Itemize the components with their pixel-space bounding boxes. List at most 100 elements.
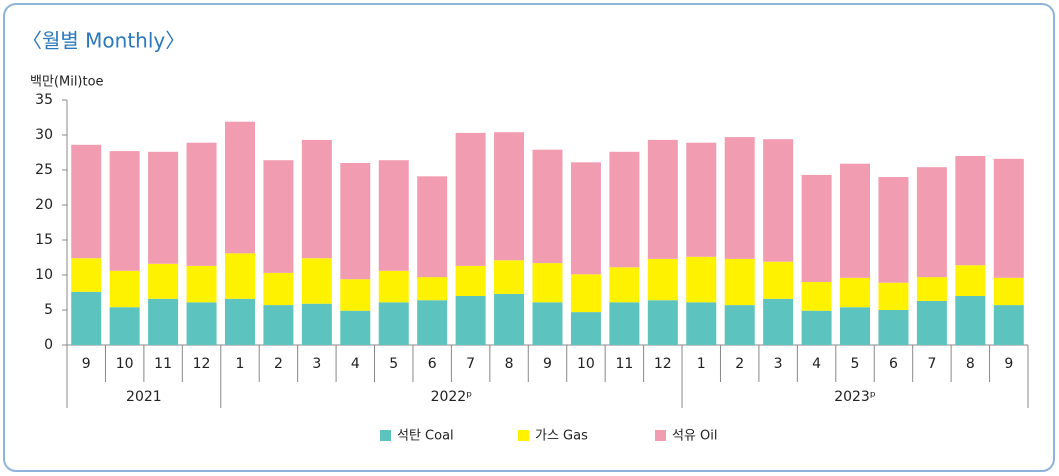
bar-segment <box>455 132 486 266</box>
bar-segment <box>955 296 986 345</box>
x-tick-label: 12 <box>654 356 672 372</box>
bar-segment <box>878 282 909 310</box>
bar-segment <box>532 149 563 264</box>
bar-segment <box>570 274 601 313</box>
bar-segment <box>301 303 332 345</box>
x-tick-label: 2 <box>735 356 744 372</box>
bar-segment <box>378 270 409 303</box>
bar-segment <box>916 300 947 345</box>
y-tick-label: 10 <box>35 267 53 283</box>
bar-segment <box>916 167 947 278</box>
bar-segment <box>109 307 140 345</box>
bar-segment <box>455 296 486 345</box>
bar-segment <box>148 263 179 299</box>
bar-segment <box>724 137 755 259</box>
bar-segment <box>993 158 1024 278</box>
bar-segment <box>647 139 678 259</box>
x-tick-label: 1 <box>236 356 245 372</box>
bar-segment <box>71 291 102 345</box>
bar-segment <box>532 302 563 345</box>
bar-segment <box>801 282 832 311</box>
bar-segment <box>417 300 448 345</box>
bar-segment <box>763 298 794 345</box>
bar-segment <box>378 302 409 345</box>
bar-segment <box>186 302 217 345</box>
bar-segment <box>71 144 102 259</box>
bar-segment <box>993 305 1024 345</box>
bar-segment <box>955 265 986 296</box>
bar-segment <box>955 156 986 266</box>
bar-segment <box>801 310 832 345</box>
x-tick-label: 3 <box>312 356 321 372</box>
bar-segment <box>647 300 678 345</box>
x-tick-label: 8 <box>505 356 514 372</box>
x-tick-label: 8 <box>966 356 975 372</box>
bar-segment <box>71 258 102 292</box>
x-tick-label: 2 <box>274 356 283 372</box>
bar-segment <box>378 160 409 271</box>
bar-segment <box>763 261 794 299</box>
bar-segment <box>840 307 871 345</box>
bar-segment <box>148 151 179 264</box>
legend-swatch <box>655 430 666 441</box>
bar-segment <box>494 132 525 261</box>
x-tick-label: 9 <box>543 356 552 372</box>
bar-segment <box>301 258 332 304</box>
x-tick-label: 4 <box>351 356 360 372</box>
x-group-label: 2023ᵖ <box>834 389 876 405</box>
legend-label: 가스 Gas <box>535 429 588 444</box>
bar-segment <box>109 270 140 308</box>
bar-segment <box>494 260 525 294</box>
bar-segment <box>224 298 255 345</box>
y-tick-label: 30 <box>35 127 53 143</box>
bar-segment <box>840 277 871 308</box>
bar-segment <box>455 265 486 296</box>
x-tick-label: 6 <box>889 356 898 372</box>
x-tick-label: 9 <box>1004 356 1013 372</box>
bar-segment <box>840 163 871 278</box>
bar-segment <box>417 277 448 301</box>
legend-label: 석탄 Coal <box>397 429 454 444</box>
bar-segment <box>340 310 371 345</box>
bar-segment <box>647 258 678 301</box>
x-tick-label: 7 <box>927 356 936 372</box>
frame <box>3 3 1055 472</box>
x-tick-label: 5 <box>851 356 860 372</box>
x-tick-label: 3 <box>774 356 783 372</box>
x-tick-label: 6 <box>428 356 437 372</box>
bar-segment <box>570 312 601 345</box>
y-tick-label: 20 <box>35 197 53 213</box>
bar-segment <box>609 267 640 303</box>
bar-segment <box>609 151 640 268</box>
bar-segment <box>186 265 217 303</box>
bar-segment <box>263 305 294 345</box>
bar-segment <box>532 263 563 303</box>
chart-title: 〈월별 Monthly〉 <box>22 29 185 53</box>
x-tick-label: 1 <box>697 356 706 372</box>
x-tick-label: 11 <box>615 356 633 372</box>
x-tick-label: 11 <box>154 356 172 372</box>
bar-segment <box>609 302 640 345</box>
x-tick-label: 10 <box>577 356 595 372</box>
bar-segment <box>878 310 909 345</box>
bar-segment <box>340 163 371 280</box>
bar-segment <box>148 298 179 345</box>
bar-segment <box>686 142 717 257</box>
bar-segment <box>570 162 601 275</box>
bar-segment <box>763 139 794 262</box>
x-tick-label: 4 <box>812 356 821 372</box>
x-tick-label: 12 <box>193 356 211 372</box>
bar-segment <box>494 293 525 345</box>
x-group-label: 2021 <box>126 389 162 405</box>
bar-segment <box>301 139 332 259</box>
bar-segment <box>340 279 371 311</box>
legend-label: 석유 Oil <box>672 429 718 444</box>
legend-swatch <box>518 430 529 441</box>
bar-segment <box>224 253 255 299</box>
bar-segment <box>993 277 1024 306</box>
y-tick-label: 15 <box>35 232 53 248</box>
bar-segment <box>916 277 947 301</box>
bar-segment <box>724 258 755 306</box>
bar-segment <box>224 121 255 254</box>
